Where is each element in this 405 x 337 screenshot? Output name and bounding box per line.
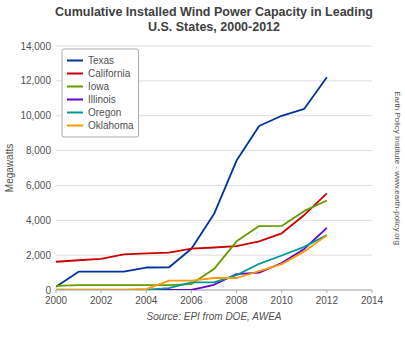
x-axis-label: Source: EPI from DOE, AWEA: [146, 311, 281, 322]
grid-line: [56, 255, 372, 256]
grid-line: [56, 46, 372, 47]
grid-line: [56, 185, 372, 186]
x-tick-label: 2012: [316, 295, 339, 306]
y-tick-label: 12,000: [20, 75, 51, 86]
lines: [56, 77, 327, 290]
side-note: Earth Policy Institute - www.earth-polic…: [393, 91, 402, 245]
grid: [56, 46, 372, 290]
legend-swatch: [67, 60, 83, 62]
grid-line: [56, 220, 372, 221]
series-line: [56, 77, 327, 287]
chart: Cumulative Installed Wind Power Capacity…: [0, 0, 405, 337]
title-line: U.S. States, 2000-2012: [148, 20, 280, 34]
legend-label: Iowa: [88, 81, 110, 92]
legend-label: Illinois: [88, 94, 116, 105]
legend-box: [62, 49, 139, 137]
x-tick-label: 2008: [225, 295, 248, 306]
x-tick-label: 2014: [361, 295, 384, 306]
x-tick-label: 2010: [271, 295, 294, 306]
x-tick-label: 2002: [90, 295, 113, 306]
series-line: [56, 200, 327, 285]
legend-swatch: [67, 73, 83, 75]
y-tick-label: 0: [45, 285, 51, 296]
y-tick-label: 4,000: [26, 215, 51, 226]
x-tick-label: 2006: [180, 295, 203, 306]
legend-label: Oklahoma: [88, 120, 134, 131]
background: [0, 0, 405, 337]
legend-swatch: [67, 86, 83, 88]
series-line: [56, 235, 327, 290]
legend-swatch: [67, 125, 83, 127]
title: Cumulative Installed Wind Power Capacity…: [55, 5, 373, 34]
series-line: [56, 228, 327, 290]
y-tick-label: 10,000: [20, 110, 51, 121]
series-line: [56, 193, 327, 261]
grid-line: [56, 150, 372, 151]
legend-swatch: [67, 99, 83, 101]
y-axis-label: Megawatts: [4, 144, 15, 192]
x-tick-label: 2000: [45, 295, 68, 306]
title-line: Cumulative Installed Wind Power Capacity…: [55, 5, 373, 19]
legend-swatch: [67, 112, 83, 114]
y-tick-label: 2,000: [26, 250, 51, 261]
series-line: [56, 235, 327, 290]
legend-label: Oregon: [88, 107, 121, 118]
legend-label: California: [88, 68, 131, 79]
y-tick-label: 14,000: [20, 41, 51, 52]
x-tick-label: 2004: [135, 295, 158, 306]
y-tick-label: 8,000: [26, 145, 51, 156]
legend-label: Texas: [88, 55, 114, 66]
y-tick-label: 6,000: [26, 180, 51, 191]
legend: Texas California Iowa Illinois Oregon Oklahom…: [62, 49, 139, 137]
